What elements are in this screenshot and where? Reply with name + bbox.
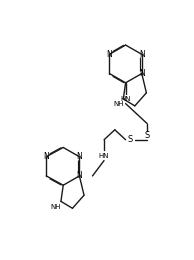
Text: N: N: [139, 50, 145, 59]
Text: N: N: [76, 171, 82, 180]
Text: S: S: [145, 131, 150, 140]
Text: NH: NH: [113, 101, 124, 107]
Text: N: N: [43, 152, 49, 161]
Text: N: N: [139, 69, 145, 78]
Text: N: N: [107, 50, 112, 59]
Text: N: N: [76, 152, 82, 161]
Text: HN: HN: [120, 96, 131, 102]
Text: S: S: [128, 135, 133, 144]
Text: HN: HN: [99, 153, 109, 159]
Text: NH: NH: [50, 204, 61, 210]
